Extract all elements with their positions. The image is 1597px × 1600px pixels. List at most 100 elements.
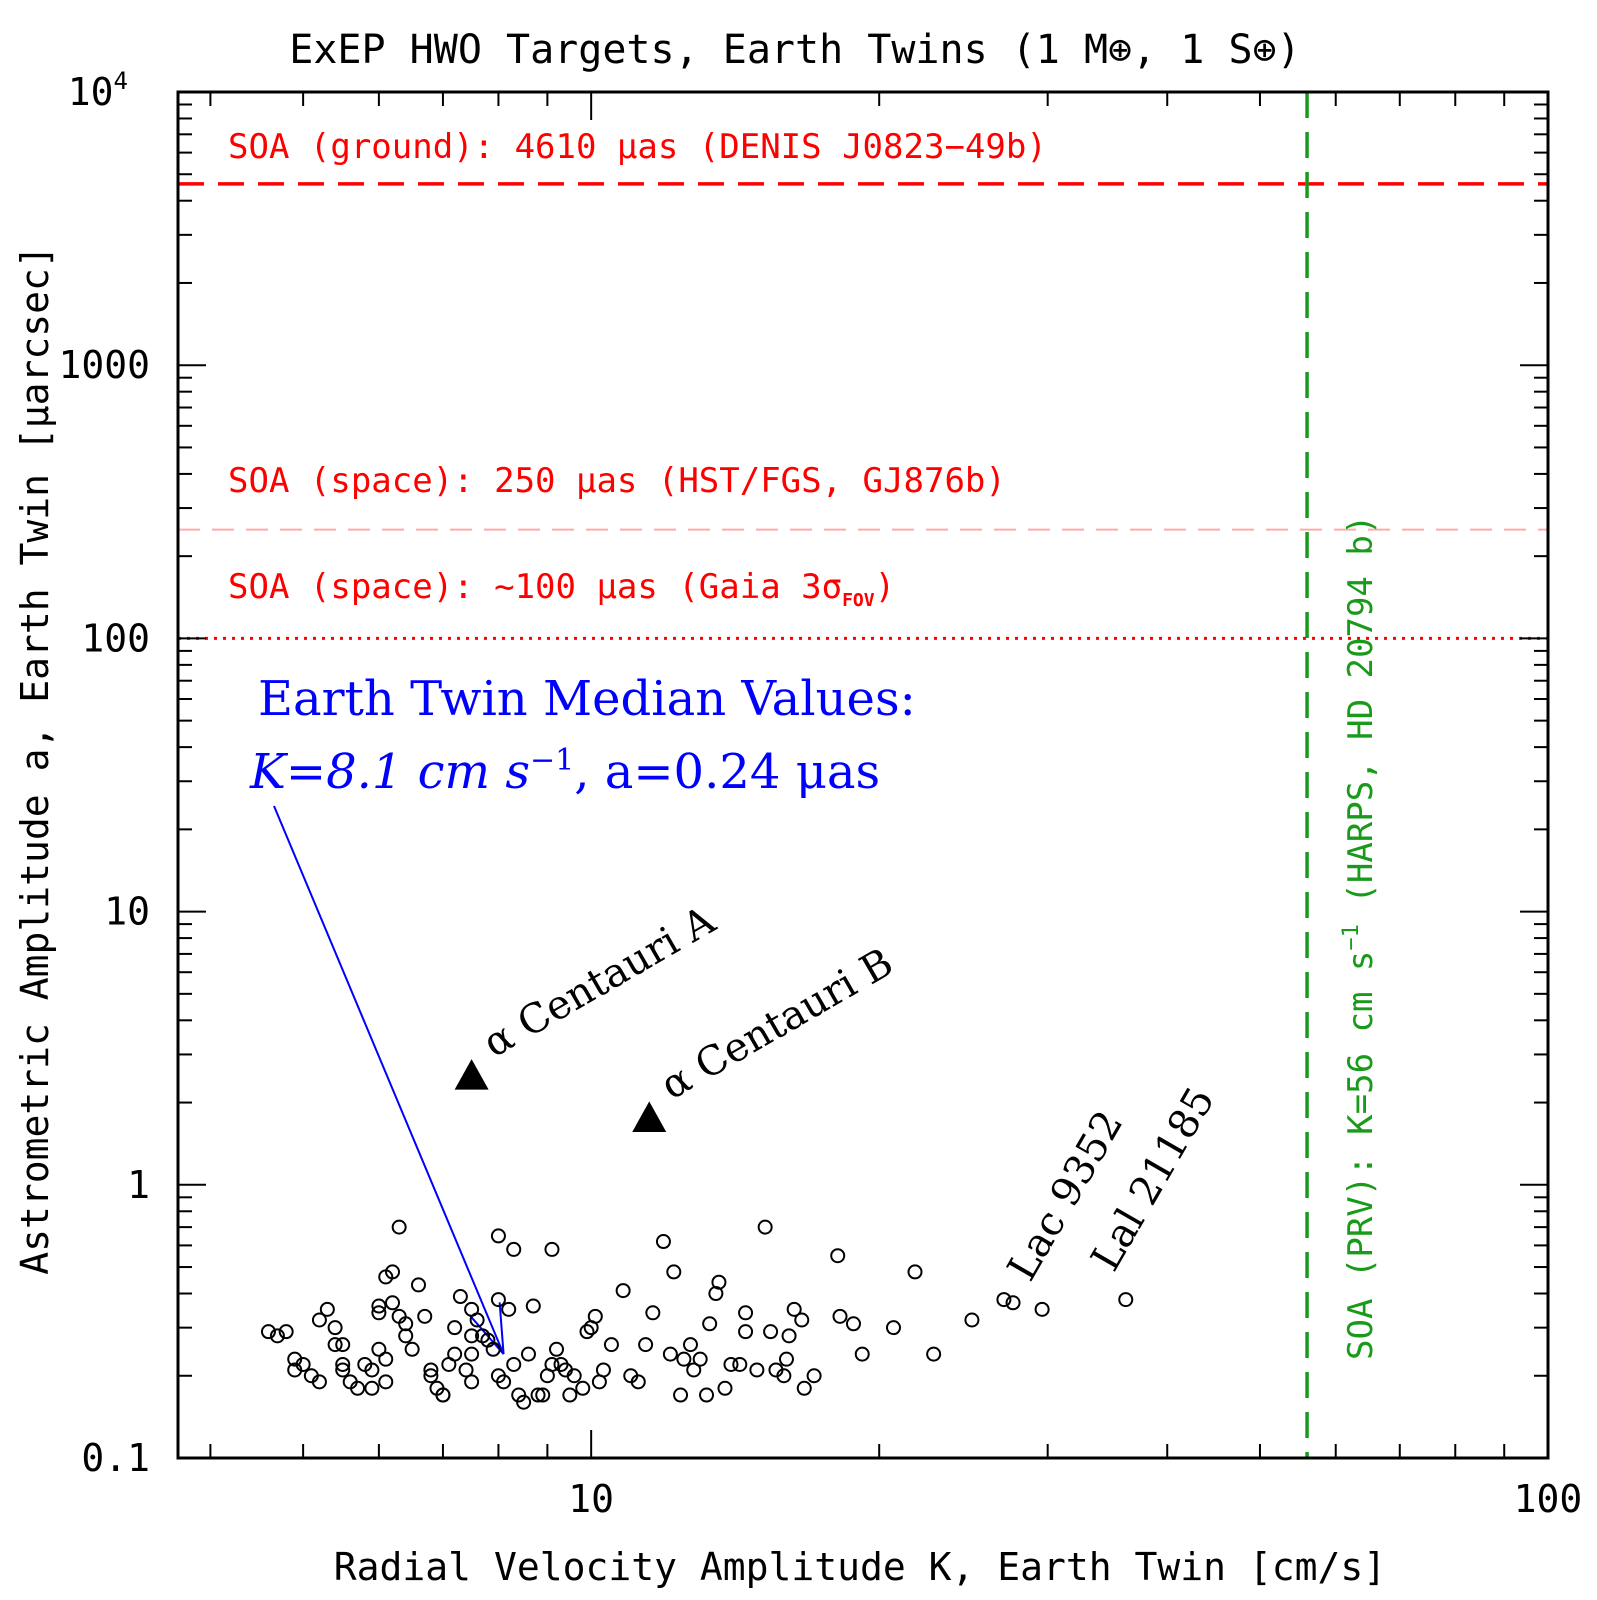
data-point: [723, 1356, 739, 1372]
x-tick-label: 100: [1514, 1477, 1583, 1521]
data-point: [335, 1337, 351, 1353]
soa-prv-label-sup: −1: [1339, 924, 1364, 951]
data-point: [385, 1295, 401, 1311]
triangle-point: [454, 1059, 489, 1090]
data-point: [544, 1241, 560, 1257]
data-point: [269, 1328, 285, 1344]
y-tick-label: 100: [81, 616, 150, 660]
data-point: [295, 1356, 311, 1372]
data-point: [447, 1320, 463, 1336]
y-tick-label: 1000: [58, 343, 150, 387]
data-point: [485, 1341, 501, 1357]
data-point: [516, 1394, 532, 1410]
median-k-sup: −1: [530, 743, 574, 778]
data-point: [830, 1248, 846, 1264]
data-point: [423, 1362, 439, 1378]
data-point: [319, 1301, 335, 1317]
median-annotation-line1: Earth Twin Median Values:: [258, 671, 916, 727]
data-point: [794, 1312, 810, 1328]
data-point: [327, 1320, 343, 1336]
data-point: [926, 1346, 942, 1362]
data-point: [417, 1308, 433, 1324]
axis-ticks: [178, 91, 1548, 1459]
data-point: [447, 1346, 463, 1362]
soa-space-gaia-label-main: SOA (space): ~100 μas (Gaia 3σ: [228, 567, 842, 607]
data-point: [996, 1292, 1012, 1308]
data-point: [464, 1374, 480, 1390]
data-point: [506, 1356, 522, 1372]
data-point: [666, 1264, 682, 1280]
data-point: [490, 1292, 506, 1308]
data-point: [506, 1241, 522, 1257]
data-point: [364, 1362, 380, 1378]
soa-space-gaia-label-sub: FOV: [842, 590, 875, 611]
data-point: [435, 1387, 451, 1403]
data-point: [603, 1337, 619, 1353]
data-point: [587, 1308, 603, 1324]
data-point: [371, 1341, 387, 1357]
triangle-point: [632, 1101, 667, 1133]
data-point: [717, 1380, 733, 1396]
data-point: [757, 1219, 773, 1235]
data-point: [566, 1368, 582, 1384]
data-points: [260, 1219, 1134, 1410]
data-point: [335, 1356, 351, 1372]
data-point: [530, 1387, 546, 1403]
data-point: [371, 1298, 387, 1314]
data-point: [776, 1368, 792, 1384]
data-point: [699, 1387, 715, 1403]
data-point: [692, 1351, 708, 1367]
data-point: [711, 1274, 727, 1290]
data-point: [544, 1356, 560, 1372]
data-point: [385, 1264, 401, 1280]
data-point: [686, 1362, 702, 1378]
data-point: [535, 1387, 551, 1403]
data-point: [749, 1362, 765, 1378]
data-point: [350, 1380, 366, 1396]
median-arrow-shaft: [273, 805, 505, 1355]
data-point: [458, 1362, 474, 1378]
data-point: [854, 1346, 870, 1362]
data-point: [278, 1324, 294, 1340]
data-point: [845, 1316, 861, 1332]
data-point: [738, 1305, 754, 1321]
data-point: [260, 1324, 276, 1340]
data-point: [832, 1308, 848, 1324]
data-point: [630, 1374, 646, 1390]
data-point: [645, 1305, 661, 1321]
data-point: [490, 1228, 506, 1244]
soa-space-hst-label: SOA (space): 250 μas (HST/FGS, GJ876b): [228, 461, 1006, 501]
data-point: [378, 1351, 394, 1367]
data-point: [702, 1316, 718, 1332]
data-point: [525, 1298, 541, 1314]
data-point: [452, 1289, 468, 1305]
y-tick-label: 0.1: [81, 1436, 150, 1480]
data-point: [464, 1346, 480, 1362]
soa-ground-label: SOA (ground): 4610 μas (DENIS J0823−49b): [228, 127, 1047, 167]
data-point: [885, 1320, 901, 1336]
y-tick-label: 1: [127, 1163, 150, 1207]
data-point: [364, 1380, 380, 1396]
data-point: [579, 1324, 595, 1340]
data-point: [469, 1312, 485, 1328]
data-point: [501, 1301, 517, 1317]
chart-title: ExEP HWO Targets, Earth Twins (1 M⊕, 1 S…: [289, 27, 1300, 73]
data-point: [615, 1283, 631, 1299]
data-point: [391, 1219, 407, 1235]
x-tick-label: 10: [568, 1477, 614, 1521]
data-point: [562, 1387, 578, 1403]
soa-prv-label-main: SOA (PRV): K=56 cm s: [1341, 951, 1381, 1360]
data-point: [806, 1368, 822, 1384]
median-annotation-line2: K=8.1 cm s−1, a=0.24 μas: [249, 743, 880, 800]
data-point: [796, 1380, 812, 1396]
data-point: [1118, 1292, 1134, 1308]
soa-space-gaia-label-end: ): [875, 567, 895, 607]
y-tick-exponent: 4: [114, 67, 128, 95]
data-point: [595, 1362, 611, 1378]
data-point: [778, 1351, 794, 1367]
soa-prv-label-end: (HARPS, HD 20794 b): [1341, 515, 1381, 924]
data-point: [907, 1264, 923, 1280]
